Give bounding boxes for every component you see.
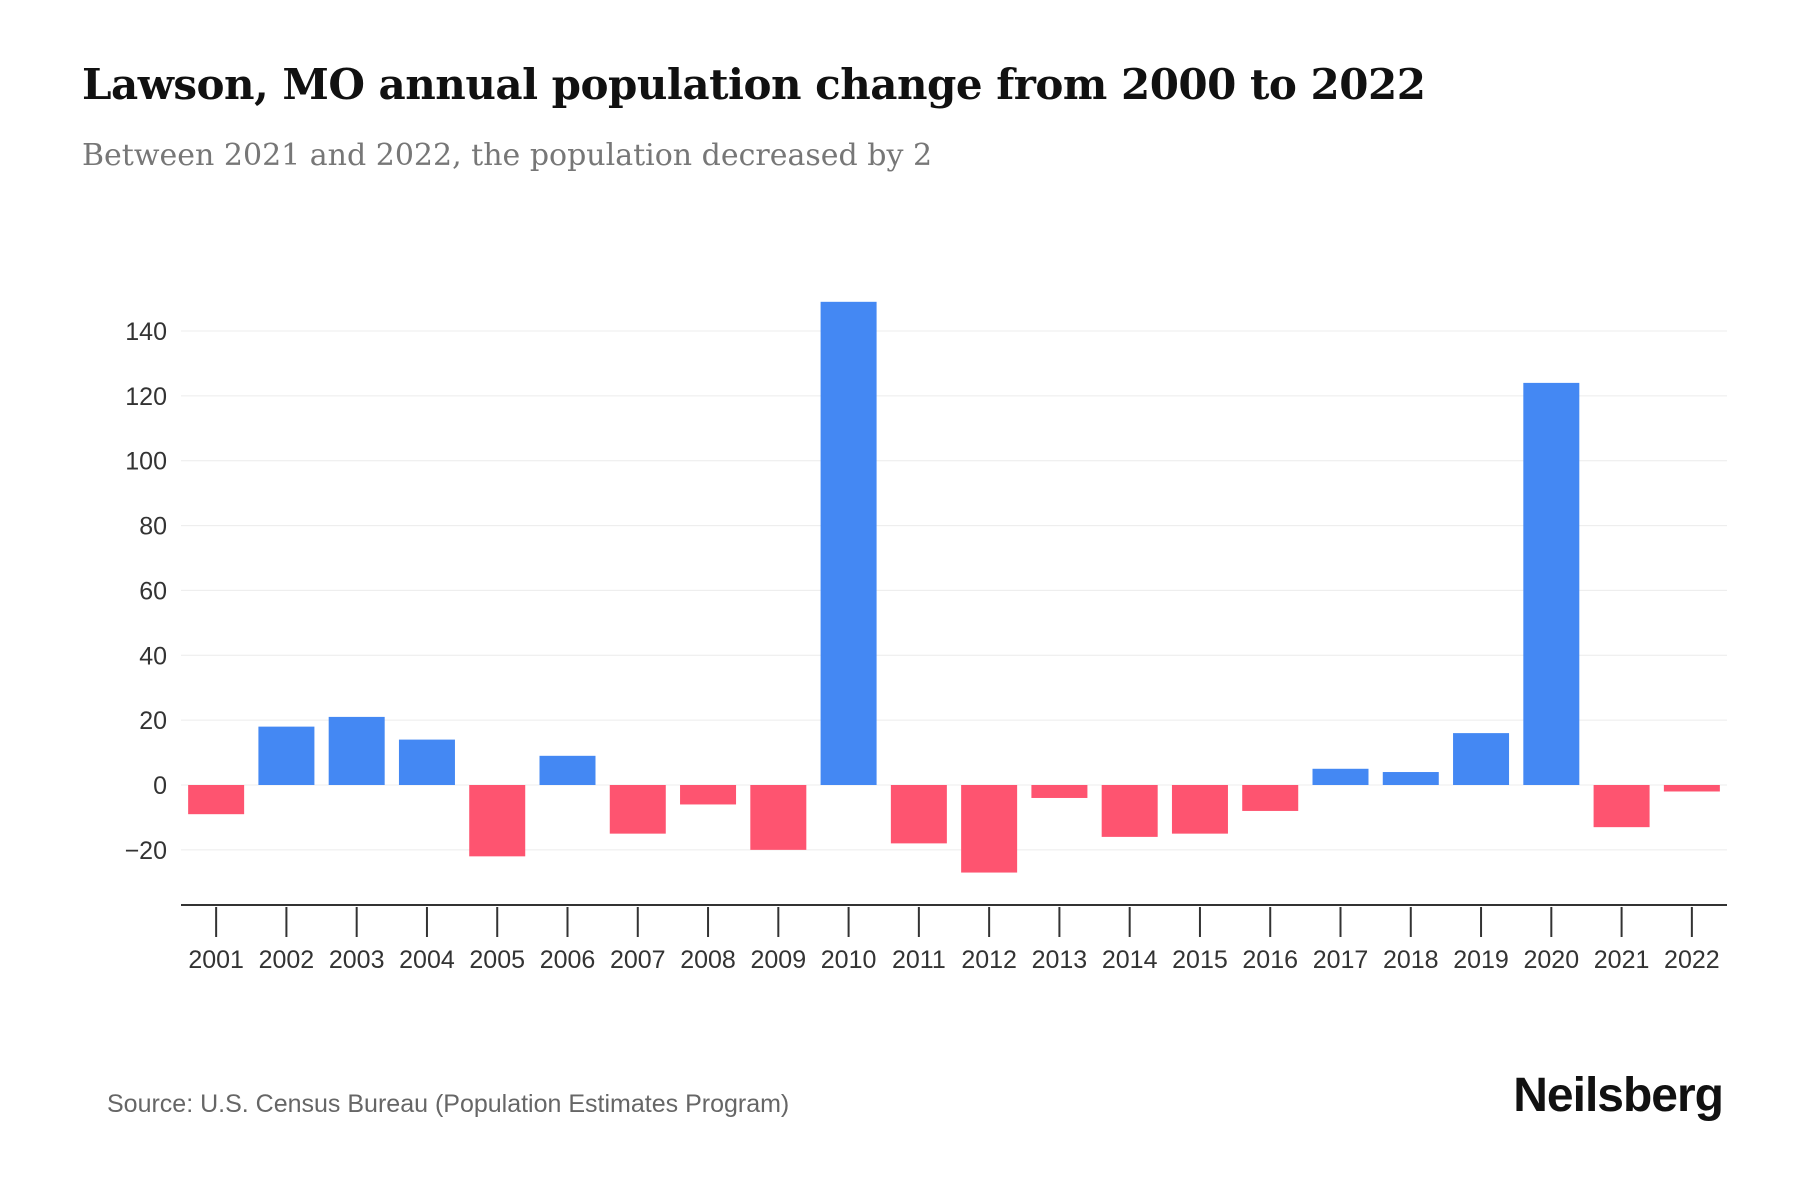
- x-tick-label: 2002: [259, 946, 315, 974]
- x-tick-label: 2019: [1453, 946, 1509, 974]
- bar-2015: [1171, 785, 1228, 834]
- bar-2022: [1663, 785, 1720, 792]
- neilsberg-logo: Neilsberg: [1513, 1069, 1724, 1122]
- x-tick-label: 2021: [1594, 946, 1650, 974]
- y-tick-label: 100: [125, 448, 167, 476]
- x-tick-label: 2017: [1313, 946, 1369, 974]
- bar-2017: [1312, 768, 1369, 785]
- bar-2003: [328, 716, 385, 785]
- bar-2006: [539, 755, 596, 785]
- bar-2014: [1101, 785, 1158, 837]
- x-tick-label: 2018: [1383, 946, 1439, 974]
- x-tick-label: 2011: [892, 946, 946, 974]
- y-tick-label: 80: [139, 513, 167, 541]
- x-tick-label: 2008: [680, 946, 736, 974]
- x-tick-label: 2005: [469, 946, 525, 974]
- x-tick-label: 2003: [329, 946, 385, 974]
- bar-2009: [750, 785, 807, 850]
- bar-2020: [1523, 382, 1580, 785]
- bar-2001: [188, 785, 245, 815]
- x-tick-label: 2010: [821, 946, 877, 974]
- bar-2010: [820, 301, 877, 785]
- bar-2018: [1382, 772, 1439, 785]
- x-tick-label: 2012: [961, 946, 1017, 974]
- y-tick-label: −20: [125, 837, 167, 865]
- bar-2011: [890, 785, 947, 844]
- bar-2012: [961, 785, 1018, 873]
- bar-2002: [258, 726, 315, 785]
- y-tick-label: 60: [139, 577, 167, 605]
- x-tick-label: 2013: [1032, 946, 1088, 974]
- bar-2005: [469, 785, 526, 857]
- x-tick-label: 2006: [540, 946, 596, 974]
- x-tick-label: 2014: [1102, 946, 1158, 974]
- bar-2016: [1242, 785, 1299, 811]
- bar-2008: [680, 785, 737, 805]
- x-tick-label: 2007: [610, 946, 666, 974]
- x-tick-label: 2004: [399, 946, 455, 974]
- y-tick-label: 20: [139, 707, 167, 735]
- bar-2013: [1031, 785, 1088, 798]
- bar-2004: [398, 739, 455, 785]
- x-tick-label: 2001: [188, 946, 244, 974]
- y-tick-label: 140: [125, 318, 167, 346]
- bar-2007: [609, 785, 666, 834]
- bar-2019: [1453, 733, 1510, 785]
- y-tick-label: 0: [153, 772, 167, 800]
- y-tick-label: 120: [125, 383, 167, 411]
- chart-title: Lawson, MO annual population change from…: [82, 60, 1426, 109]
- x-tick-label: 2022: [1664, 946, 1720, 974]
- x-tick-label: 2009: [751, 946, 807, 974]
- bar-2021: [1593, 785, 1650, 828]
- chart-subtitle: Between 2021 and 2022, the population de…: [82, 138, 933, 173]
- x-tick-label: 2015: [1172, 946, 1228, 974]
- y-tick-label: 40: [139, 642, 167, 670]
- x-tick-label: 2020: [1524, 946, 1580, 974]
- x-tick-label: 2016: [1242, 946, 1298, 974]
- source-note: Source: U.S. Census Bureau (Population E…: [107, 1090, 790, 1118]
